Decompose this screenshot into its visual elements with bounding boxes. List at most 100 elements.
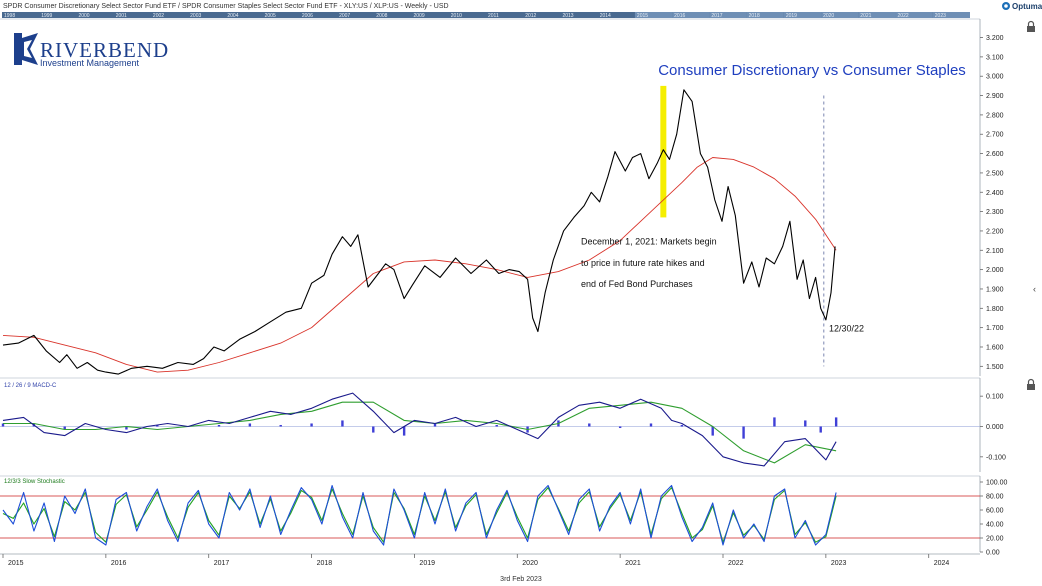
y-tick-label: 2.500 <box>986 170 1004 177</box>
price-panel: 3.200 3.100 3.000 2.900 2.800 2.700 2.600 2.500… <box>0 18 1004 376</box>
chevron-left-icon[interactable]: ‹ <box>1033 284 1036 294</box>
x-axis: 2015 2016 2017 2018 2019 2020 2021 2022 2023 2024 <box>0 553 980 567</box>
navigator-year: 2002 <box>153 13 164 19</box>
macd-line <box>2 392 837 467</box>
price-line <box>2 89 836 375</box>
logo-tagline: Investment Management <box>40 58 140 68</box>
y-tick-label: 100.00 <box>986 480 1008 487</box>
histogram-bar <box>711 426 714 436</box>
navigator-year: 2010 <box>451 13 462 19</box>
y-tick-label: 2.400 <box>986 190 1004 197</box>
histogram-bar <box>680 424 684 427</box>
histogram-bar <box>742 426 745 439</box>
x-tick-label: 2021 <box>625 560 641 567</box>
x-tick-label: 2022 <box>728 560 744 567</box>
x-tick-label: 2020 <box>522 560 538 567</box>
moving-average-line <box>2 157 837 373</box>
navigator-year: 2004 <box>227 13 238 19</box>
logo-name: RIVERBEND <box>40 38 169 62</box>
x-tick-label: 2023 <box>831 560 847 567</box>
navigator-year: 2011 <box>488 13 499 19</box>
histogram-bar <box>649 423 653 427</box>
histogram-bar <box>341 420 344 427</box>
navigator-year: 1998 <box>4 13 15 19</box>
x-tick-label: 2017 <box>214 560 230 567</box>
y-tick-label: 60.00 <box>986 508 1004 515</box>
highlight-bar <box>660 85 667 218</box>
y-tick-label: 40.00 <box>986 522 1004 529</box>
y-tick-label: 2.600 <box>986 151 1004 158</box>
lock-icon[interactable] <box>1027 378 1035 391</box>
y-tick-label: 1.700 <box>986 325 1004 332</box>
histogram-bar <box>372 426 375 433</box>
annotation-text: December 1, 2021: Markets begin <box>581 236 717 246</box>
chart-title: Consumer Discretionary vs Consumer Stapl… <box>658 62 966 79</box>
y-tick-label: 0.00 <box>986 550 1000 557</box>
x-tick-label: 2018 <box>317 560 333 567</box>
macd-label: 12 / 26 / 9 MACD-C <box>4 383 57 389</box>
navigator-year: 2023 <box>935 13 946 19</box>
histogram-bar <box>433 423 437 427</box>
y-tick-label: 80.00 <box>986 494 1004 501</box>
navigator-year: 2014 <box>600 13 611 19</box>
y-tick-label: -0.100 <box>986 454 1006 461</box>
navigator-year: 2017 <box>711 13 722 19</box>
histogram-bar <box>834 417 838 427</box>
riverbend-logo: RIVERBEND Investment Management <box>14 33 169 68</box>
navigator-year: 1999 <box>41 13 52 19</box>
navigator-year: 2000 <box>78 13 89 19</box>
histogram-bar <box>217 424 221 427</box>
y-tick-label: 2.700 <box>986 132 1004 139</box>
histogram-bar <box>63 426 66 430</box>
y-tick-label: 3.200 <box>986 35 1004 42</box>
macd-panel: 12 / 26 / 9 MACD-C 0.100 0.000 -0.100 <box>0 377 1006 472</box>
stochastic-k-line <box>2 484 837 546</box>
histogram-bar <box>310 423 313 427</box>
y-tick-label: 20.00 <box>986 536 1004 543</box>
stochastic-panel: 12/3/3 Slow Stochastic 100.00 80.00 60.00 40… <box>0 475 1008 557</box>
histogram-bar <box>773 417 776 427</box>
histogram-bar <box>248 423 252 427</box>
annotation-text: end of Fed Bond Purchases <box>581 279 693 289</box>
histogram-bar <box>495 424 498 427</box>
y-tick-label: 0.000 <box>986 424 1004 431</box>
navigator-year: 2020 <box>823 13 834 19</box>
optuma-logo[interactable]: Optuma <box>1002 2 1042 11</box>
y-tick-label: 2.000 <box>986 267 1004 274</box>
navigator-year: 2018 <box>749 13 760 19</box>
x-tick-label: 2024 <box>934 560 950 567</box>
y-tick-label: 1.500 <box>986 364 1004 371</box>
y-tick-label: 1.600 <box>986 344 1004 351</box>
navigator-year: 2008 <box>376 13 387 19</box>
navigator-year: 2013 <box>562 13 573 19</box>
navigator-year: 2001 <box>116 13 127 19</box>
y-tick-label: 3.100 <box>986 54 1004 61</box>
histogram-bar <box>804 420 807 427</box>
date-footer: 3rd Feb 2023 <box>500 576 542 583</box>
annotation-text: 12/30/22 <box>829 324 864 334</box>
brand-name: Optuma <box>1012 2 1042 11</box>
x-tick-label: 2019 <box>419 560 435 567</box>
navigator-year: 2007 <box>339 13 350 19</box>
y-tick-label: 3.000 <box>986 74 1004 81</box>
stochastic-label: 12/3/3 Slow Stochastic <box>4 479 65 485</box>
y-tick-label: 2.900 <box>986 93 1004 100</box>
navigator-year: 2015 <box>637 13 648 19</box>
histogram-bar <box>402 426 406 436</box>
histogram-bar <box>1 423 5 427</box>
navigator-year: 2005 <box>265 13 276 19</box>
navigator-year: 2009 <box>414 13 425 19</box>
x-tick-label: 2015 <box>8 560 24 567</box>
y-tick-label: 2.800 <box>986 112 1004 119</box>
y-tick-label: 2.100 <box>986 248 1004 255</box>
navigator-year: 2012 <box>525 13 536 19</box>
timeline-navigator[interactable]: 1998 1999 2000 2001 2002 2003 2004 2005 2006 2007… <box>2 12 970 19</box>
lock-icon[interactable] <box>1027 20 1035 33</box>
y-tick-label: 1.900 <box>986 286 1004 293</box>
y-tick-label: 0.100 <box>986 394 1004 401</box>
histogram-bar <box>156 424 159 427</box>
histogram-bar <box>819 426 822 433</box>
header-bar: SPDR Consumer Discretionary Select Secto… <box>0 0 1042 11</box>
navigator-year: 2019 <box>786 13 797 19</box>
